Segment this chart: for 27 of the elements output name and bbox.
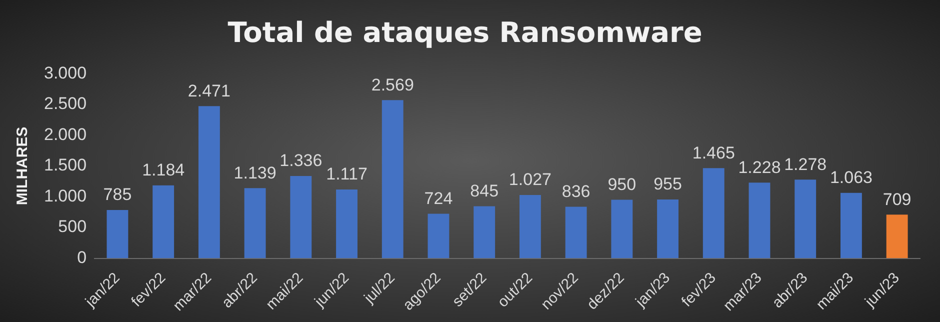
data-label: 1.139 xyxy=(234,163,276,182)
chart-title: Total de ataques Ransomware xyxy=(228,16,702,50)
y-tick-label: 3.000 xyxy=(44,63,87,82)
data-label: 1.184 xyxy=(142,160,185,180)
data-label: 724 xyxy=(424,188,453,208)
data-label: 1.336 xyxy=(280,151,322,170)
y-tick-label: 0 xyxy=(77,248,87,267)
data-label: 1.027 xyxy=(508,170,552,190)
y-tick-label: 2.000 xyxy=(44,124,87,144)
y-tick-label: 1.000 xyxy=(44,186,87,206)
y-tick-label: 2.500 xyxy=(44,94,87,114)
data-label: 836 xyxy=(562,182,590,201)
data-label: 709 xyxy=(882,190,912,209)
data-label: 950 xyxy=(608,174,636,194)
data-label: 845 xyxy=(470,181,499,200)
data-label: 785 xyxy=(103,185,132,204)
data-label: 955 xyxy=(654,174,682,194)
data-label: 1.228 xyxy=(738,158,781,177)
data-label: 1.278 xyxy=(784,154,827,174)
data-label: 1.117 xyxy=(326,164,368,184)
data-label: 2.471 xyxy=(188,81,230,100)
y-tick-label: 500 xyxy=(58,217,87,236)
y-tick-label: 1.500 xyxy=(44,156,87,175)
data-label: 1.465 xyxy=(692,143,735,162)
data-label: 2.569 xyxy=(371,75,414,94)
data-label: 1.063 xyxy=(830,168,872,188)
y-axis-title: MILHARES xyxy=(14,126,32,206)
